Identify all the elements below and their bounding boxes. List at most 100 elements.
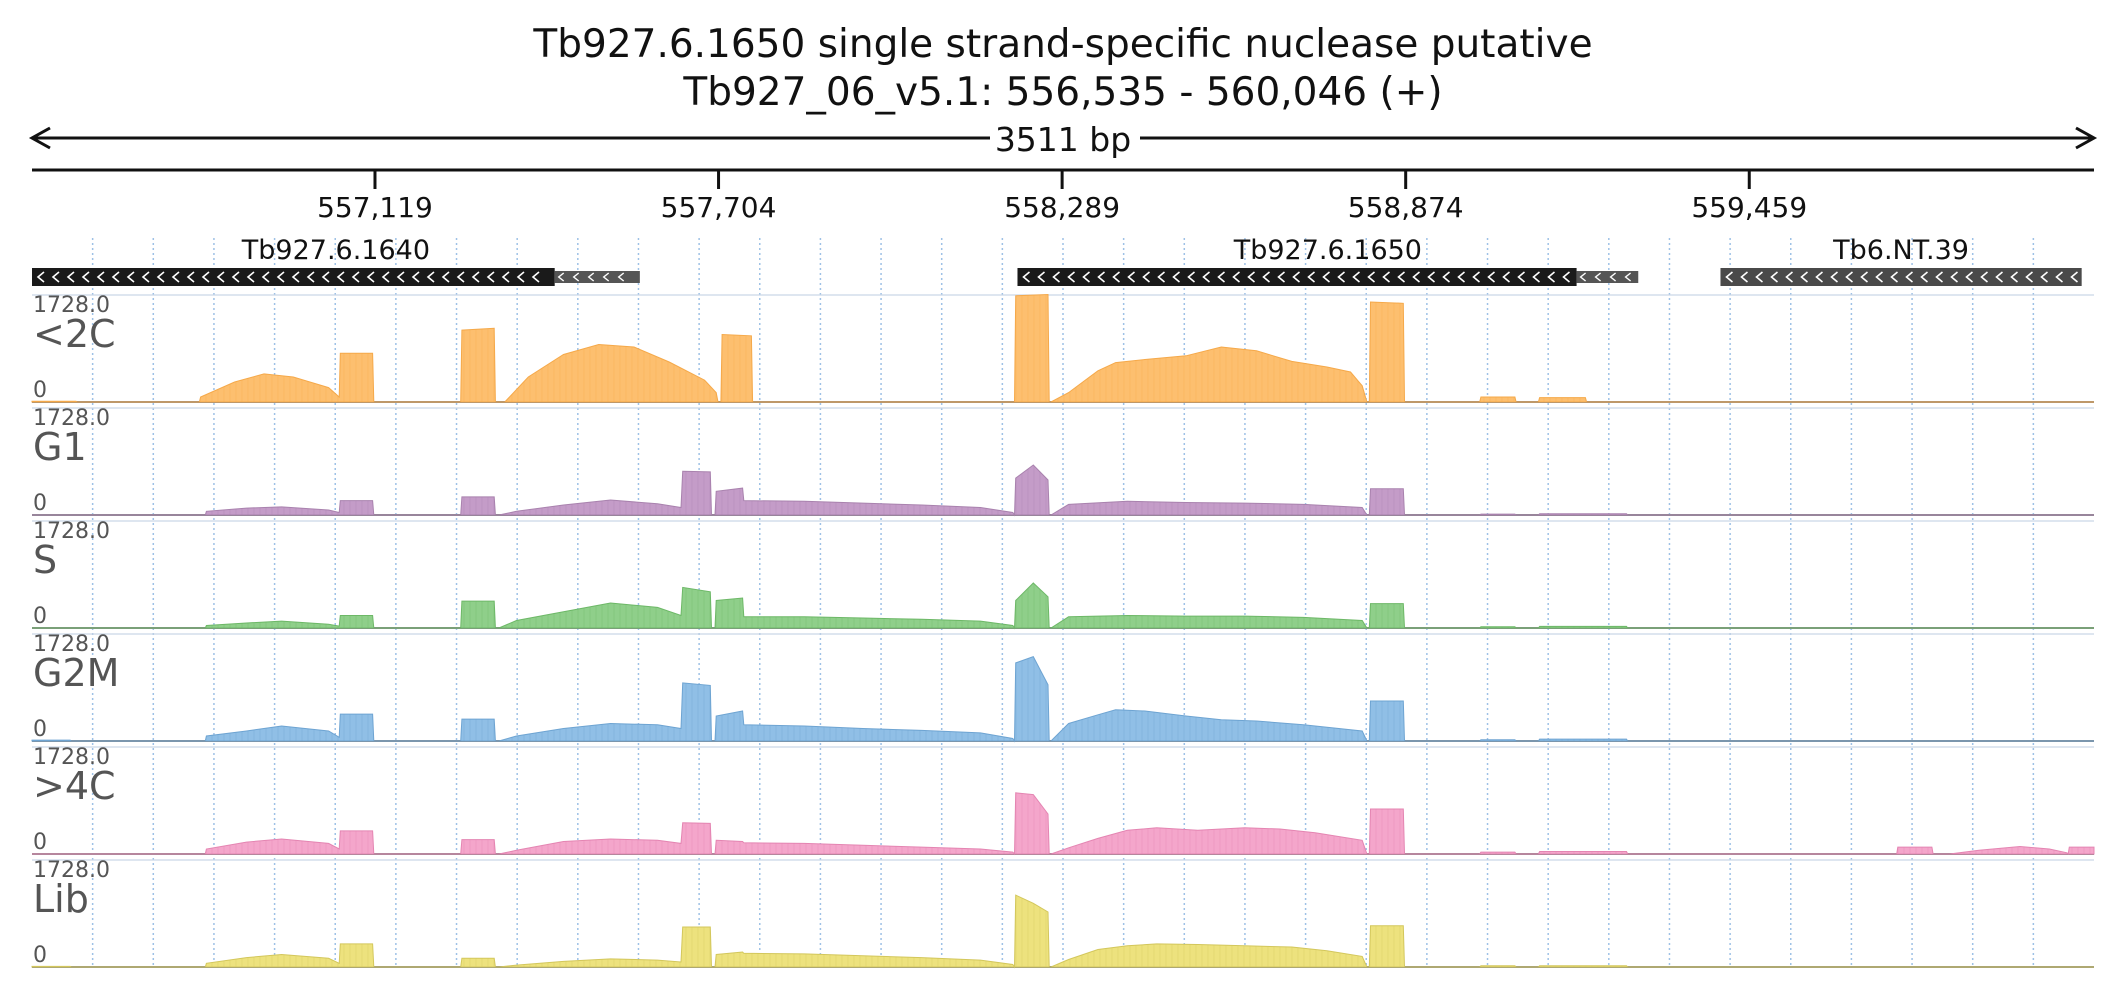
chevron-left-icon (1247, 271, 1255, 283)
chevron-left-icon (1412, 271, 1420, 283)
chevron-left-icon (126, 271, 135, 283)
strand-chevron-icons (36, 271, 540, 283)
chevron-left-icon (1860, 271, 1868, 283)
chevron-left-icon (1890, 271, 1898, 283)
track-name-label: G2M (33, 651, 119, 695)
chevron-left-icon (141, 271, 150, 283)
chevron-left-icon (1487, 271, 1495, 283)
track-c: 1728.0S 0 (32, 519, 2094, 630)
chevron-left-icon (2025, 271, 2033, 283)
track-ymax-label: 1728.0 (33, 293, 110, 318)
chevron-left-icon (66, 271, 75, 283)
chevron-left-icon (1022, 271, 1030, 283)
track-name-label: G1 (33, 425, 87, 469)
chevron-left-icon (381, 271, 390, 283)
chevron-left-icon (1517, 271, 1525, 283)
strand-chevron-icons (1022, 271, 1570, 283)
chevron-left-icon (441, 271, 450, 283)
gene-feature: Tb6.NT.39 (1720, 235, 2082, 286)
track-ymin-label: 0 (33, 378, 47, 403)
coverage-area (31, 655, 2094, 743)
grid-lines (91, 238, 2035, 966)
utr-chevron-icons (557, 272, 625, 282)
chevron-left-icon (456, 271, 465, 283)
chevron-left-icon (1172, 271, 1180, 283)
track-ymin-label: 0 (33, 943, 47, 968)
chevron-left-icon (1112, 271, 1120, 283)
chevron-left-icon (1037, 271, 1045, 283)
span-length-label: 3511 bp (995, 120, 1131, 159)
utr-chevron-icons (1579, 272, 1632, 282)
chevron-left-icon (156, 271, 165, 283)
chevron-left-icon (1127, 271, 1135, 283)
chevron-left-icon (276, 271, 285, 283)
chevron-left-icon (1609, 272, 1617, 282)
chevron-left-icon (1142, 271, 1150, 283)
chevron-left-icon (2070, 271, 2078, 283)
coverage-tracks: 1728.0<2C01728.0G101728.0S01728.0G2M0172… (31, 293, 2095, 969)
figure-subtitle: Tb927_06_v5.1: 556,535 - 560,046 (+) (683, 70, 1443, 115)
track-name-label: >4C (33, 764, 116, 808)
chevron-left-icon (557, 272, 565, 282)
chevron-left-icon (1202, 271, 1210, 283)
track-e: 1728.0>4C 0 (32, 745, 2095, 856)
chevron-left-icon (51, 271, 60, 283)
chevron-left-icon (36, 271, 45, 283)
chevron-left-icon (1845, 271, 1853, 283)
track-name-label: Lib (33, 877, 89, 921)
track-a: 1728.0<2C 0 (31, 293, 2094, 403)
chevron-left-icon (1067, 271, 1075, 283)
tick-label: 558,289 (1004, 191, 1120, 224)
chevron-left-icon (602, 272, 610, 282)
coverage-area (32, 464, 2094, 517)
track-ymax-label: 1728.0 (33, 745, 110, 770)
gene-feature: Tb927.6.1640 (32, 235, 640, 286)
chevron-left-icon (1052, 271, 1060, 283)
coverage-area (31, 293, 2094, 403)
chevron-left-icon (1980, 271, 1988, 283)
chevron-left-icon (1785, 271, 1793, 283)
track-ymin-label: 0 (33, 491, 47, 516)
track-ymin-label: 0 (33, 830, 47, 855)
chevron-left-icon (321, 271, 330, 283)
chevron-left-icon (96, 271, 105, 283)
gene-body (1720, 268, 2082, 286)
chevron-left-icon (2040, 271, 2048, 283)
coverage-hatch (31, 657, 1623, 741)
chevron-left-icon (111, 271, 120, 283)
chevron-left-icon (216, 271, 225, 283)
chevron-left-icon (1770, 271, 1778, 283)
coverage-area (31, 894, 2094, 969)
chevron-left-icon (1875, 271, 1883, 283)
chevron-left-icon (1920, 271, 1928, 283)
chevron-left-icon (291, 271, 300, 283)
coverage-area (32, 792, 2095, 856)
coverage-hatch (205, 792, 2091, 854)
chevron-left-icon (81, 271, 90, 283)
track-b: 1728.0G1 0 (32, 406, 2094, 517)
chevron-left-icon (411, 271, 420, 283)
chevron-left-icon (1755, 271, 1763, 283)
chevron-left-icon (396, 271, 405, 283)
chevron-left-icon (1457, 271, 1465, 283)
gene-label: Tb6.NT.39 (1832, 235, 1969, 266)
chevron-left-icon (1442, 271, 1450, 283)
chevron-left-icon (1472, 271, 1480, 283)
chevron-left-icon (471, 271, 480, 283)
chevron-left-icon (366, 271, 375, 283)
span-ruler: 3511 bp (28, 120, 2098, 159)
gene-label: Tb927.6.1650 (1233, 235, 1422, 266)
chevron-left-icon (1815, 271, 1823, 283)
chevron-left-icon (587, 272, 595, 282)
gene-label: Tb927.6.1640 (241, 235, 430, 266)
chevron-left-icon (617, 272, 625, 282)
chevron-left-icon (531, 271, 540, 283)
chevron-left-icon (1232, 271, 1240, 283)
gene-utr (554, 271, 640, 283)
chevron-left-icon (1382, 271, 1390, 283)
track-ymax-label: 1728.0 (33, 519, 110, 544)
